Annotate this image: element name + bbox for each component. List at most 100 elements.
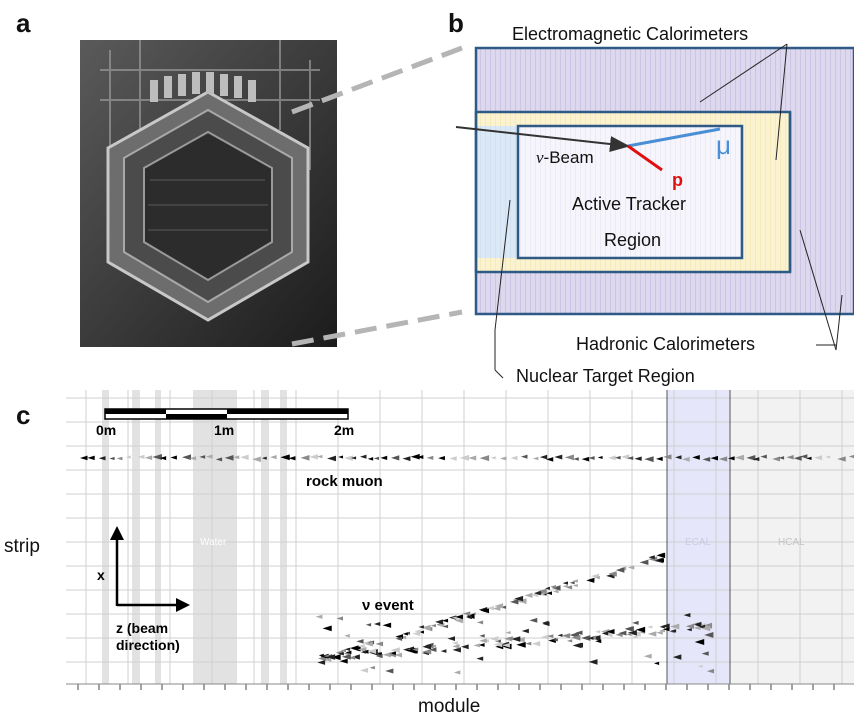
panel-a-letter: a xyxy=(16,8,31,38)
hit-marker xyxy=(479,634,485,638)
hit-marker xyxy=(395,636,403,641)
hit-marker xyxy=(608,455,616,461)
scale-label-0m: 0m xyxy=(96,422,116,438)
hit-marker xyxy=(418,625,424,629)
hit-marker xyxy=(315,614,323,619)
hit-marker xyxy=(453,670,461,675)
hit-marker xyxy=(542,620,549,625)
hit-marker xyxy=(451,641,458,645)
hit-marker xyxy=(344,634,350,638)
hit-marker xyxy=(572,583,578,588)
hit-marker xyxy=(704,632,714,638)
hit-marker xyxy=(648,556,658,562)
hit-marker xyxy=(322,625,332,632)
hit-marker xyxy=(442,624,449,629)
hit-marker xyxy=(480,608,490,614)
rock-muon-label: rock muon xyxy=(306,473,383,490)
hit-marker xyxy=(452,647,461,653)
hit-marker xyxy=(662,627,670,632)
hit-marker xyxy=(685,623,695,629)
hit-marker xyxy=(571,634,581,641)
hit-marker xyxy=(181,454,192,461)
hit-marker xyxy=(412,650,418,654)
hit-marker xyxy=(344,455,353,461)
hit-marker xyxy=(137,454,145,460)
hit-marker xyxy=(647,625,653,629)
hit-marker xyxy=(656,552,666,559)
hit-marker xyxy=(434,619,444,625)
hit-marker xyxy=(566,639,573,643)
hit-marker xyxy=(367,457,374,461)
hit-marker xyxy=(524,592,533,598)
hit-marker xyxy=(520,454,528,459)
hit-marker xyxy=(109,456,115,461)
proton-track xyxy=(627,144,663,172)
hadronic-cal-label: Hadronic Calorimeters xyxy=(576,334,756,354)
hit-marker xyxy=(565,585,573,590)
hit-marker xyxy=(837,456,846,462)
hit-marker xyxy=(499,456,507,461)
hit-marker xyxy=(479,455,490,462)
hit-marker xyxy=(521,628,529,634)
hit-marker xyxy=(116,456,123,461)
hit-marker xyxy=(493,641,503,648)
hit-marker xyxy=(471,612,476,616)
water-target xyxy=(193,390,237,684)
hit-marker xyxy=(595,639,602,644)
hit-marker xyxy=(365,623,372,627)
hit-marker xyxy=(440,649,447,653)
hit-marker xyxy=(538,592,545,596)
hit-marker xyxy=(317,660,326,665)
hit-marker xyxy=(554,454,563,460)
hit-marker xyxy=(597,455,603,460)
target-band xyxy=(132,390,140,684)
hit-marker xyxy=(389,651,396,656)
hit-marker xyxy=(525,641,532,646)
hit-marker xyxy=(375,641,384,647)
hit-marker xyxy=(331,654,341,661)
hit-marker xyxy=(410,453,420,460)
hit-marker xyxy=(626,632,632,636)
proton-label: p xyxy=(672,170,683,190)
hit-marker xyxy=(338,455,344,459)
hit-marker xyxy=(657,558,665,563)
hit-marker xyxy=(309,454,318,460)
hit-marker xyxy=(385,668,394,674)
hit-marker xyxy=(338,652,344,656)
hit-marker xyxy=(357,644,365,649)
hit-marker xyxy=(189,456,197,461)
hit-marker xyxy=(718,456,728,462)
hit-marker xyxy=(516,641,526,648)
hit-marker xyxy=(422,643,432,650)
hit-marker xyxy=(431,644,437,648)
y-axis-label: strip xyxy=(4,536,40,557)
hit-marker xyxy=(351,456,357,460)
hit-marker xyxy=(800,454,808,459)
hit-marker xyxy=(476,656,484,661)
hit-marker xyxy=(500,605,507,609)
hit-marker xyxy=(694,638,705,645)
hit-marker xyxy=(375,653,383,659)
hit-marker xyxy=(734,454,745,461)
target-band xyxy=(280,390,287,684)
scale-label-1m: 1m xyxy=(214,422,234,438)
hit-marker xyxy=(233,455,240,460)
hit-marker xyxy=(825,455,831,459)
hit-marker xyxy=(648,555,655,560)
detector-schematic xyxy=(455,43,854,379)
hit-marker xyxy=(586,577,595,583)
hit-marker xyxy=(411,647,419,652)
beam-label: ν-Beam xyxy=(536,148,594,168)
x-axis-label: module xyxy=(418,696,481,717)
panel-c-letter: c xyxy=(16,400,31,430)
hit-marker xyxy=(215,457,223,462)
hit-marker xyxy=(341,653,351,660)
hit-marker xyxy=(159,456,167,461)
muon-track xyxy=(627,127,721,148)
hcal-label: HCAL xyxy=(778,537,805,548)
hit-marker xyxy=(693,621,702,627)
hit-marker xyxy=(786,454,794,460)
hit-marker xyxy=(419,630,424,634)
hit-marker xyxy=(706,668,715,674)
hit-marker xyxy=(492,606,501,611)
